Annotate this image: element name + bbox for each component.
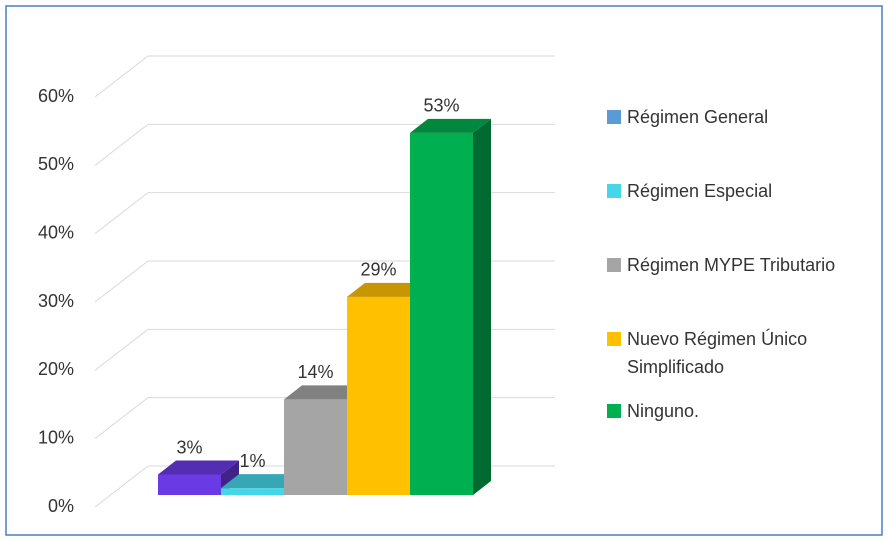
grid-line-side [94,328,149,371]
legend-item: Ninguno. [607,397,867,425]
y-tick-label: 50% [38,154,74,174]
legend-label: Régimen MYPE Tributario [627,255,836,275]
value-label: 3% [176,437,202,457]
grid-line-side [94,192,149,235]
bar-top [284,385,365,400]
legend-label: Régimen Especial [627,181,773,201]
grid-line-side [94,397,149,440]
bar [158,474,221,495]
legend-swatch [607,258,621,272]
frame [5,5,883,536]
legend-swatch [607,184,621,198]
legend-swatch [607,110,621,124]
legend-swatch [607,332,621,346]
legend-label: Régimen General [627,107,769,127]
y-tick-label: 60% [38,86,74,106]
y-tick-label: 20% [38,359,74,379]
legend-label: Nuevo Régimen Único Simplificado [627,329,808,377]
bar-top [410,118,491,133]
bar [221,488,284,495]
bar-side [473,118,491,495]
legend-swatch [607,404,621,418]
bar-top [221,474,302,489]
y-tick-label: 30% [38,291,74,311]
bar-top [347,282,428,297]
grid-line-side [94,55,149,98]
bar [284,399,347,495]
bar [410,132,473,496]
legend-item: Régimen General [607,103,867,131]
y-tick-label: 40% [38,222,74,242]
legend-item: Nuevo Régimen Único Simplificado [607,325,867,381]
y-tick-label: 10% [38,427,74,447]
value-label: 14% [297,362,333,382]
grid-line-side [94,260,149,303]
value-label: 29% [360,260,396,280]
y-tick-label: 0% [48,496,74,516]
legend-item: Régimen MYPE Tributario [607,251,867,279]
value-label: 1% [239,451,265,471]
bar-top [158,460,239,475]
legend-item: Régimen Especial [607,177,867,205]
grid-line-side [94,465,149,508]
grid-line-side [94,123,149,166]
legend-label: Ninguno. [627,401,700,421]
value-label: 53% [423,96,459,116]
bar [347,296,410,495]
